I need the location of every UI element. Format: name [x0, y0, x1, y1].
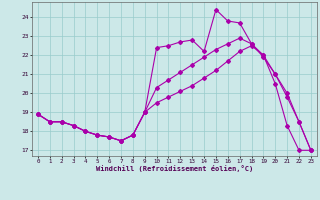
X-axis label: Windchill (Refroidissement éolien,°C): Windchill (Refroidissement éolien,°C) [96, 165, 253, 172]
